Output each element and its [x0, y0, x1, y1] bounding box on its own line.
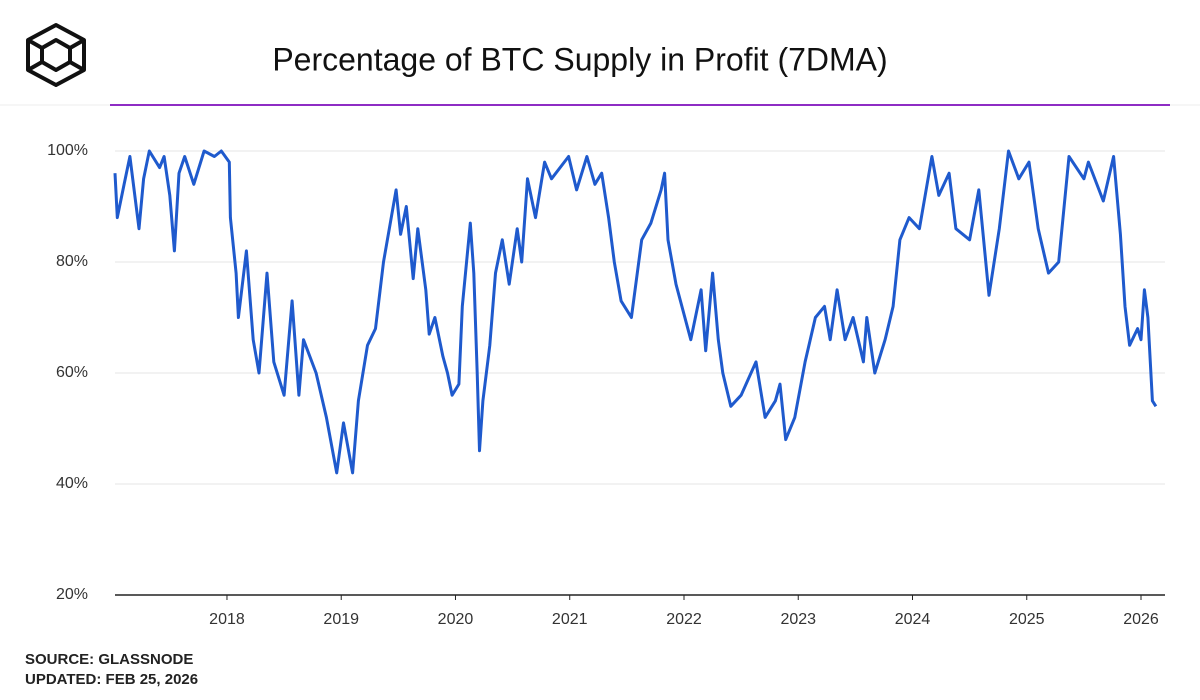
logo: [26, 23, 86, 87]
y-tick-label: 80%: [56, 253, 88, 270]
x-tick-label: 2021: [552, 611, 588, 628]
chart-title: Percentage of BTC Supply in Profit (7DMA…: [272, 41, 887, 77]
x-tick-label: 2020: [438, 611, 474, 628]
line: [113, 149, 1158, 475]
y-tick-label: 100%: [47, 142, 88, 159]
x-tick-label: 2019: [323, 611, 359, 628]
x-tick-label: 2024: [895, 611, 931, 628]
x-tick-label: 2025: [1009, 611, 1045, 628]
y-tick-label: 40%: [56, 475, 88, 492]
updated: UPDATED: FEB 25, 2026: [25, 671, 198, 688]
source: SOURCE: GLASSNODE: [25, 651, 193, 668]
x-tick-label: 2023: [780, 611, 816, 628]
x-tick-label: 2026: [1123, 611, 1159, 628]
y-tick-label: 20%: [56, 586, 88, 603]
y-tick-label: 60%: [56, 364, 88, 381]
x-tick-label: 2022: [666, 611, 702, 628]
x-tick-label: 2018: [209, 611, 245, 628]
